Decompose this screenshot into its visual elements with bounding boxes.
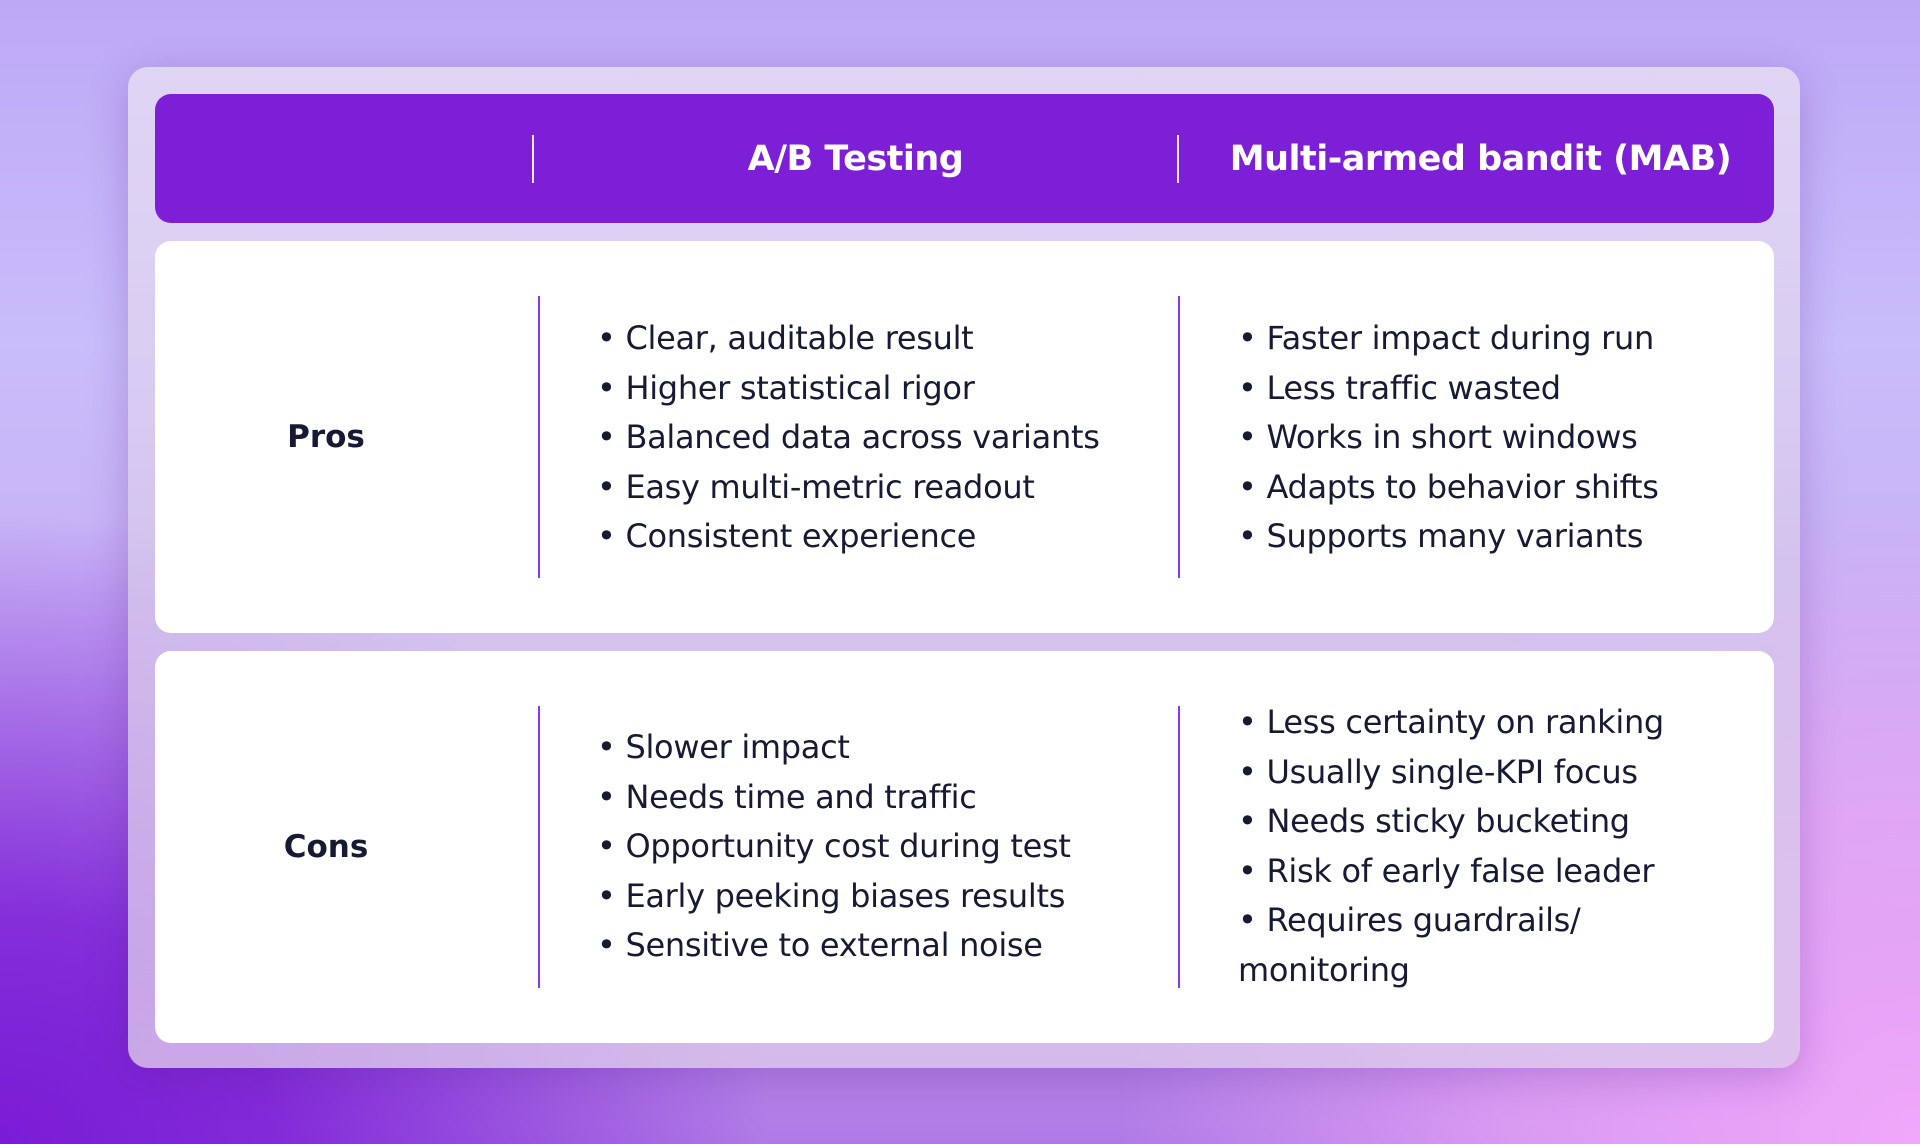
list-item: • Works in short windows (1238, 418, 1638, 457)
pros-divider-mab (1178, 296, 1180, 578)
list-item: • Requires guardrails/ monitoring (1238, 901, 1581, 989)
pros-divider-ab (538, 296, 540, 578)
list-item: • Adapts to behavior shifts (1238, 467, 1659, 506)
list-item: • Easy multi-metric readout (597, 467, 1035, 506)
list-item: • Sensitive to external noise (597, 926, 1043, 965)
header-ab-testing: A/B Testing (747, 138, 964, 179)
header-divider-1 (532, 135, 534, 183)
list-item: • Supports many variants (1238, 517, 1644, 556)
list-item: • Early peeking biases results (597, 876, 1066, 915)
list-item: • Faster impact during run (1238, 319, 1654, 357)
list-item: • Less certainty on ranking (1238, 703, 1664, 741)
cons-row-card: Cons • Slower impact • Needs time and tr… (155, 651, 1774, 1043)
list-item: • Usually single-KPI focus (1238, 752, 1638, 791)
pros-mab-list: • Faster impact during run • Less traffi… (1238, 314, 1758, 562)
pros-row-card: Pros • Clear, auditable result • Higher … (155, 241, 1774, 633)
cons-divider-ab (538, 706, 540, 988)
list-item: • Less traffic wasted (1238, 368, 1561, 407)
cons-ab-list: • Slower impact • Needs time and traffic… (597, 723, 1157, 971)
pros-ab-list: • Clear, auditable result • Higher stati… (597, 314, 1157, 562)
list-item: • Consistent experience (597, 517, 977, 556)
list-item: • Higher statistical rigor (597, 368, 975, 407)
cons-divider-mab (1178, 706, 1180, 988)
table-header: A/B Testing Multi-armed bandit (MAB) (155, 94, 1774, 223)
list-item: • Risk of early false leader (1238, 851, 1655, 890)
list-item: • Slower impact (597, 728, 850, 766)
list-item: • Needs sticky bucketing (1238, 802, 1630, 841)
header-divider-2 (1177, 135, 1179, 183)
list-item: • Balanced data across variants (597, 418, 1100, 457)
cons-mab-list: • Less certainty on ranking • Usually si… (1238, 698, 1678, 996)
header-mab: Multi-armed bandit (MAB) (1229, 138, 1732, 179)
list-item: • Opportunity cost during test (597, 827, 1071, 866)
list-item: • Clear, auditable result (597, 319, 974, 357)
list-item: • Needs time and traffic (597, 777, 977, 816)
pros-label: Pros (287, 419, 365, 455)
cons-label: Cons (283, 829, 369, 865)
